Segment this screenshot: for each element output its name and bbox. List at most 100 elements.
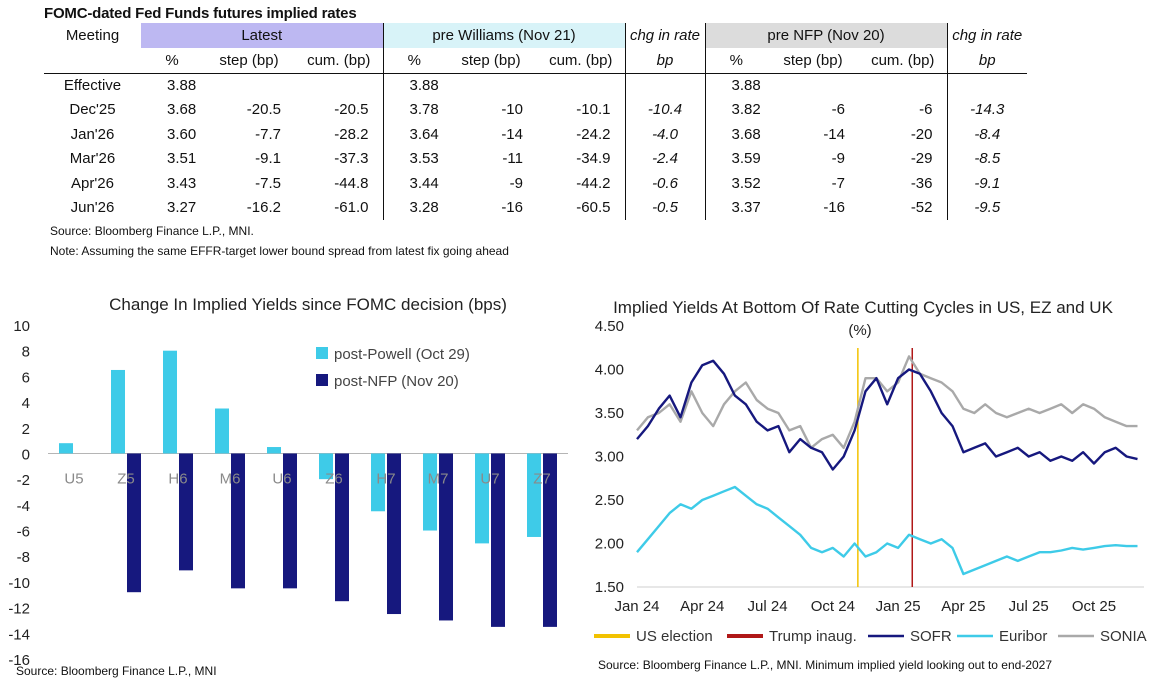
table-header-groups: Meeting Latest pre Williams (Nov 21) chg… <box>44 23 1027 48</box>
bar-chart: Change In Implied Yields since FOMC deci… <box>8 295 568 667</box>
bar-y-tick: -6 <box>17 524 30 541</box>
cell-meeting: Effective <box>63 77 122 94</box>
table-header-sub: % step (bp) cum. (bp) % step (bp) cum. (… <box>44 48 1027 74</box>
bar-legend-label: post-Powell (Oct 29) <box>334 346 470 363</box>
bar-x-tick: H7 <box>376 470 395 487</box>
cell-nfp-cum: -52 <box>910 199 933 217</box>
cell-latest-pct: 3.60 <box>167 125 197 143</box>
cell-will-cum: -10.1 <box>576 101 611 119</box>
cell-nfp-pct: 3.37 <box>704 195 767 220</box>
bar-y-tick: 10 <box>13 318 30 335</box>
cell-meeting: Jan'26 <box>70 125 115 143</box>
bar-y-tick: 8 <box>22 344 30 361</box>
cell-latest-step: -9.1 <box>255 150 281 168</box>
group-pre-nfp: pre NFP (Nov 20) <box>704 23 947 48</box>
bar-y-tick: 0 <box>22 446 30 463</box>
cell-latest-step: -7.7 <box>255 125 281 143</box>
bar-y-tick: -12 <box>8 601 30 618</box>
cell-latest-step <box>203 73 295 98</box>
cell-nfp-step <box>767 73 859 98</box>
bar-post-nfp <box>491 453 505 627</box>
line-y-tick: 1.50 <box>595 579 624 596</box>
table-title: FOMC-dated Fed Funds futures implied rat… <box>44 5 357 22</box>
table-row: Effective 3.88 3.88 3.88 <box>44 73 1027 98</box>
group-pre-williams: pre Williams (Nov 21) <box>382 23 625 48</box>
cell-nfp-cum: -36 <box>910 174 933 192</box>
cell-latest-step: -20.5 <box>246 101 281 119</box>
line-legend-label: SONIA <box>1100 628 1147 645</box>
table-row: Jun'26 3.27 -16.2 -61.0 3.28 -16 -60.5 -0.5 3.37… <box>44 195 1027 220</box>
fomc-table: Meeting Latest pre Williams (Nov 21) chg… <box>44 23 1027 220</box>
bar-post-nfp <box>231 453 245 589</box>
bar-chart-title: Change In Implied Yields since FOMC deci… <box>109 295 507 314</box>
bar-x-tick: Z6 <box>325 470 343 487</box>
line-x-tick: Oct 25 <box>1072 598 1116 615</box>
bar-post-powell <box>527 453 541 537</box>
cell-chg-nfp <box>946 73 1027 98</box>
line-sofr <box>636 359 1138 471</box>
group-chg-1: chg in rate <box>624 23 705 48</box>
cell-latest-pct: 3.43 <box>167 174 197 192</box>
bar-legend-label: post-NFP (Nov 20) <box>334 373 459 390</box>
subheader-cum: cum. (bp) <box>537 48 625 74</box>
bar-y-tick: -4 <box>17 498 30 515</box>
cell-meeting: Mar'26 <box>69 150 116 168</box>
line-y-tick: 3.00 <box>595 449 624 466</box>
cell-meeting: Jun'26 <box>70 199 115 217</box>
cell-latest-cum: -61.0 <box>334 199 369 217</box>
bar-y-tick: -8 <box>17 549 30 566</box>
bar-post-powell <box>111 369 125 454</box>
subheader-step: step (bp) <box>767 48 859 74</box>
cell-chg-nfp: -8.4 <box>946 122 1027 147</box>
cell-will-cum: -60.5 <box>576 199 611 217</box>
subheader-pct: % <box>704 48 767 74</box>
cell-will-pct: 3.28 <box>382 195 445 220</box>
cell-meeting: Dec'25 <box>69 101 116 119</box>
fomc-table-section: FOMC-dated Fed Funds futures implied rat… <box>44 4 1124 262</box>
table-row: Jan'26 3.60 -7.7 -28.2 3.64 -14 -24.2 -4.0 3.68 -… <box>44 122 1027 147</box>
table-row: Apr'26 3.43 -7.5 -44.8 3.44 -9 -44.2 -0.6 3.52 -7… <box>44 171 1027 196</box>
line-x-tick: Jan 24 <box>614 598 659 615</box>
bar-x-tick: M6 <box>220 470 241 487</box>
cell-meeting: Apr'26 <box>71 174 114 192</box>
cell-will-cum <box>537 73 625 98</box>
table-note: Note: Assuming the same EFFR-target lowe… <box>50 244 509 258</box>
group-latest: Latest <box>141 23 383 48</box>
table-row: Dec'25 3.68 -20.5 -20.5 3.78 -10 -10.1 -10.4 3.8… <box>44 97 1027 122</box>
line-legend: US election Trump inaug. SOFR Euribor SONIA <box>594 628 1147 645</box>
line-x-tick: Oct 24 <box>811 598 855 615</box>
bar-x-tick: H6 <box>168 470 187 487</box>
cell-will-step: -10 <box>501 101 523 119</box>
cell-nfp-cum: -29 <box>910 150 933 168</box>
table-row: Mar'26 3.51 -9.1 -37.3 3.53 -11 -34.9 -2.4 3.59 -… <box>44 146 1027 171</box>
cell-nfp-step: -16 <box>823 199 845 217</box>
table-source: Source: Bloomberg Finance L.P., MNI. <box>50 224 254 238</box>
cell-latest-cum: -44.8 <box>334 174 369 192</box>
line-chart-source: Source: Bloomberg Finance L.P., MNI. Min… <box>598 658 1053 672</box>
bar-x-tick: Z5 <box>117 470 135 487</box>
line-x-tick: Apr 25 <box>941 598 985 615</box>
subheader-pct: % <box>141 48 203 74</box>
bar-post-nfp <box>543 453 557 627</box>
table-body: Effective 3.88 3.88 3.88 Dec'25 3.68 -20.5 -20.… <box>44 73 1027 220</box>
cell-latest-cum <box>295 73 383 98</box>
cell-will-step: -16 <box>501 199 523 217</box>
line-x-tick: Apr 24 <box>680 598 724 615</box>
line-x-tick: Jul 24 <box>748 598 788 615</box>
cell-will-pct: 3.44 <box>382 171 445 196</box>
bar-post-powell <box>475 453 489 544</box>
group-chg-2: chg in rate <box>946 23 1027 48</box>
bar-y-tick: -2 <box>17 472 30 489</box>
cell-latest-pct: 3.88 <box>167 77 197 94</box>
bar-post-nfp <box>439 453 453 621</box>
cell-chg-nfp: -14.3 <box>946 97 1027 122</box>
line-y-tick: 4.00 <box>595 362 624 379</box>
cell-latest-step: -16.2 <box>246 199 281 217</box>
bar-post-powell <box>267 447 281 454</box>
cell-nfp-pct: 3.82 <box>704 97 767 122</box>
subheader-step: step (bp) <box>445 48 537 74</box>
line-chart-subtitle: (%) <box>848 322 871 339</box>
bar-post-nfp <box>387 453 401 615</box>
bar-x-tick: M7 <box>428 470 449 487</box>
cell-chg-nfp: -9.5 <box>946 195 1027 220</box>
